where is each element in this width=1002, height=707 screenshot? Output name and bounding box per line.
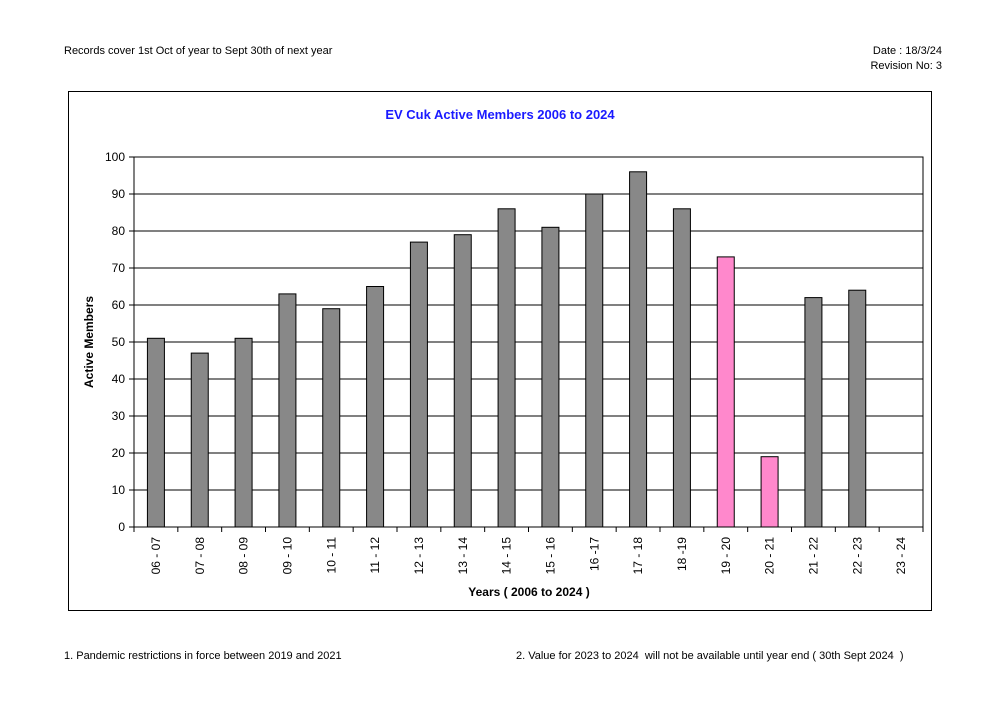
bars bbox=[146, 171, 867, 528]
y-tick-label: 80 bbox=[112, 224, 126, 238]
x-tick-label: 10 - 11 bbox=[324, 537, 338, 574]
y-tick-label: 60 bbox=[112, 298, 126, 312]
x-tick-label: 19 - 20 bbox=[719, 537, 733, 575]
y-tick-label: 90 bbox=[112, 187, 126, 201]
bar-11-12 bbox=[366, 286, 385, 528]
bar-19-20 bbox=[716, 256, 735, 528]
x-tick-label: 09 - 10 bbox=[280, 537, 294, 575]
y-tick-label: 40 bbox=[112, 372, 126, 386]
x-tick-label: 14 - 15 bbox=[500, 537, 514, 575]
records-note: Records cover 1st Oct of year to Sept 30… bbox=[64, 45, 333, 57]
x-tick-label: 15 - 16 bbox=[543, 537, 557, 575]
bar-20-21 bbox=[760, 456, 779, 528]
y-axis-label: Active Members bbox=[82, 296, 96, 388]
bar-14-15 bbox=[497, 208, 516, 528]
y-tick-label: 100 bbox=[105, 150, 125, 164]
bar-09-10 bbox=[278, 293, 297, 528]
y-tick-label: 20 bbox=[112, 446, 126, 460]
x-tick-label: 08 - 09 bbox=[237, 537, 251, 575]
x-tick-label: 23 - 24 bbox=[894, 537, 908, 575]
bar-22-23 bbox=[848, 289, 867, 528]
x-tick-label: 13 - 14 bbox=[456, 537, 470, 575]
x-tick-label: 20 - 21 bbox=[763, 537, 777, 575]
axes: 0 10 20 30 40 50 60 70 80 90 100 06 - 07 07 - 08 08 -… bbox=[105, 150, 924, 575]
chart-frame bbox=[68, 91, 932, 611]
bar-06-07 bbox=[146, 337, 165, 528]
bar-21-22 bbox=[804, 297, 823, 528]
revision-label: Revision No: 3 bbox=[870, 60, 942, 72]
bar-12-13 bbox=[409, 241, 428, 528]
date-label: Date : 18/3/24 bbox=[872, 45, 942, 57]
gridlines bbox=[133, 156, 924, 528]
bar-10-11 bbox=[322, 308, 341, 528]
x-tick-label: 06 - 07 bbox=[149, 537, 163, 575]
document-meta: Date : 18/3/24 Revision No: 3 bbox=[870, 44, 942, 74]
y-tick-label: 70 bbox=[112, 261, 126, 275]
x-tick-label: 16 -17 bbox=[587, 537, 601, 571]
y-tick-label: 30 bbox=[112, 409, 126, 423]
x-axis-label: Years ( 2006 to 2024 ) bbox=[468, 585, 589, 599]
bar-16-17 bbox=[585, 193, 604, 528]
bar-08-09 bbox=[234, 337, 253, 528]
x-tick-label: 07 - 08 bbox=[193, 537, 207, 575]
footnote-pandemic: 1. Pandemic restrictions in force betwee… bbox=[64, 650, 342, 662]
y-tick-label: 0 bbox=[118, 520, 125, 534]
footnote-availability: 2. Value for 2023 to 2024 will not be av… bbox=[516, 650, 904, 662]
x-tick-label: 11 - 12 bbox=[368, 537, 382, 574]
x-tick-label: 17 - 18 bbox=[631, 537, 645, 575]
bar-07-08 bbox=[190, 352, 209, 528]
x-tick-label: 21 - 22 bbox=[806, 537, 820, 575]
bar-13-14 bbox=[453, 234, 472, 528]
bar-15-16 bbox=[541, 226, 560, 528]
x-tick-label: 22 - 23 bbox=[850, 537, 864, 575]
y-tick-label: 50 bbox=[112, 335, 126, 349]
y-tick-label: 10 bbox=[112, 483, 126, 497]
x-tick-label: 12 - 13 bbox=[412, 537, 426, 575]
bar-18-19 bbox=[672, 208, 691, 528]
chart-title: EV Cuk Active Members 2006 to 2024 bbox=[385, 107, 615, 122]
x-tick-label: 18 -19 bbox=[675, 537, 689, 571]
bar-17-18 bbox=[629, 171, 648, 528]
